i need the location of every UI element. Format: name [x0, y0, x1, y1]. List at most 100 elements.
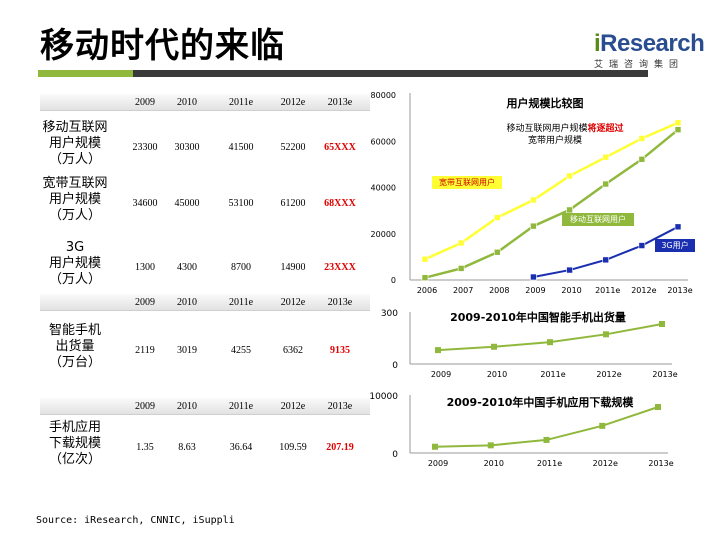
data-point [530, 196, 537, 204]
x-tick-label: 2013e [667, 286, 692, 295]
data-point [674, 223, 682, 231]
x-tick-label: 2013e [652, 370, 677, 379]
data-point [493, 248, 501, 256]
table-year-header: 2012e [280, 97, 306, 108]
table-year-header: 2012e [280, 401, 306, 412]
table-year-header: 2013e [327, 297, 353, 308]
series-line [424, 121, 679, 261]
chart-annotation: 移动互联网用户规模将逐超过 [506, 122, 623, 134]
series-line [424, 128, 679, 279]
table-year-header: 2013e [327, 97, 353, 108]
table-year-header: 2010 [177, 401, 197, 412]
chart-title: 2009-2010年中国智能手机出货量 [450, 310, 626, 324]
data-point [457, 239, 465, 247]
table-cell: 8.63 [178, 442, 196, 453]
series-line [437, 323, 663, 352]
table-cell: 53100 [228, 198, 254, 209]
x-tick-label: 2011e [540, 370, 565, 379]
series-label: 宽带互联网用户 [439, 177, 495, 187]
x-tick-label: 2009 [428, 459, 448, 468]
x-tick-label: 2006 [417, 286, 437, 295]
data-point [547, 339, 553, 346]
data-point [435, 347, 441, 354]
table-cell: 30300 [174, 142, 200, 153]
table-cell: 109.59 [279, 442, 307, 453]
table-cell: 4300 [177, 262, 197, 273]
y-tick-label: 60000 [371, 137, 396, 146]
table-row-label: 移动互联网 用户规模 （万人） [42, 120, 108, 167]
table-header-band [40, 398, 370, 415]
x-tick-label: 2013e [648, 459, 673, 468]
y-tick-label: 10000 [369, 392, 398, 402]
series-label-box [655, 239, 695, 252]
iresearch-logo: iResearch 艾瑞咨询集团 [594, 30, 705, 70]
data-point [602, 180, 610, 188]
y-tick-label: 40000 [371, 184, 396, 193]
table-cell: 6362 [283, 345, 303, 356]
data-point [421, 274, 429, 281]
data-point [487, 442, 494, 449]
data-point [655, 404, 661, 410]
table-year-header: 2009 [135, 401, 155, 412]
x-tick-label: 2012e [631, 286, 656, 295]
table-row-label: 智能手机 出货量 （万台） [48, 323, 101, 370]
x-tick-label: 2011e [595, 286, 620, 295]
data-point [432, 443, 438, 450]
table-cell: 3019 [177, 345, 197, 356]
x-tick-label: 2010 [484, 459, 504, 468]
data-point [674, 119, 682, 127]
table-cell: 68XXX [324, 198, 356, 209]
table-row-label: 3G 用户规模 （万人） [48, 240, 101, 287]
data-point [638, 135, 646, 142]
table-cell: 45000 [174, 198, 200, 209]
series-label-box [562, 213, 634, 226]
table-cell: 65XXX [324, 142, 356, 153]
x-tick-label: 2009 [431, 370, 451, 379]
data-point [603, 331, 609, 338]
data-point [491, 343, 497, 350]
data-point [638, 242, 646, 249]
table-year-header: 2012e [280, 297, 306, 308]
title-underline-dark [133, 70, 648, 77]
table-year-header: 2013e [327, 401, 353, 412]
table-cell: 36.64 [229, 442, 253, 453]
table-cell: 14900 [280, 262, 306, 273]
table-row-label: 手机应用 下载规模 （亿次） [48, 420, 101, 467]
data-point [599, 422, 606, 429]
data-point [602, 256, 610, 264]
x-tick-label: 2011e [537, 459, 562, 468]
table-cell: 4255 [231, 345, 251, 356]
table-header-band [40, 294, 370, 311]
table-cell: 2119 [135, 345, 155, 356]
table-year-header: 2010 [177, 297, 197, 308]
table-year-header: 2010 [177, 97, 197, 108]
x-tick-label: 2008 [489, 286, 509, 295]
data-point [602, 153, 610, 161]
table-row-label: 宽带互联网 用户规模 （万人） [42, 176, 108, 223]
data-point [530, 273, 537, 281]
title-underline-green [38, 70, 133, 77]
data-point [566, 266, 573, 274]
data-point [566, 206, 573, 214]
table-cell: 23300 [132, 142, 158, 153]
series-label: 3G用户 [661, 240, 688, 250]
table-year-header: 2009 [135, 97, 155, 108]
x-tick-label: 2012e [596, 370, 621, 379]
table-year-header: 2011e [228, 97, 254, 108]
table-cell: 61200 [280, 198, 306, 209]
table-cell: 1.35 [136, 442, 154, 453]
x-tick-label: 2009 [525, 286, 545, 295]
table-cell: 9135 [330, 345, 350, 356]
data-point [421, 255, 429, 263]
x-tick-label: 2010 [561, 286, 581, 295]
series-label-box [432, 176, 502, 189]
data-point [566, 172, 573, 180]
table-cell: 23XXX [324, 262, 356, 273]
table-year-header: 2011e [228, 401, 254, 412]
series-label: 移动互联网用户 [570, 214, 626, 224]
table-cell: 207.19 [326, 442, 354, 453]
x-tick-label: 2012e [593, 459, 618, 468]
table-year-header: 2011e [228, 297, 254, 308]
y-tick-label: 300 [381, 309, 398, 319]
data-point [543, 436, 550, 443]
